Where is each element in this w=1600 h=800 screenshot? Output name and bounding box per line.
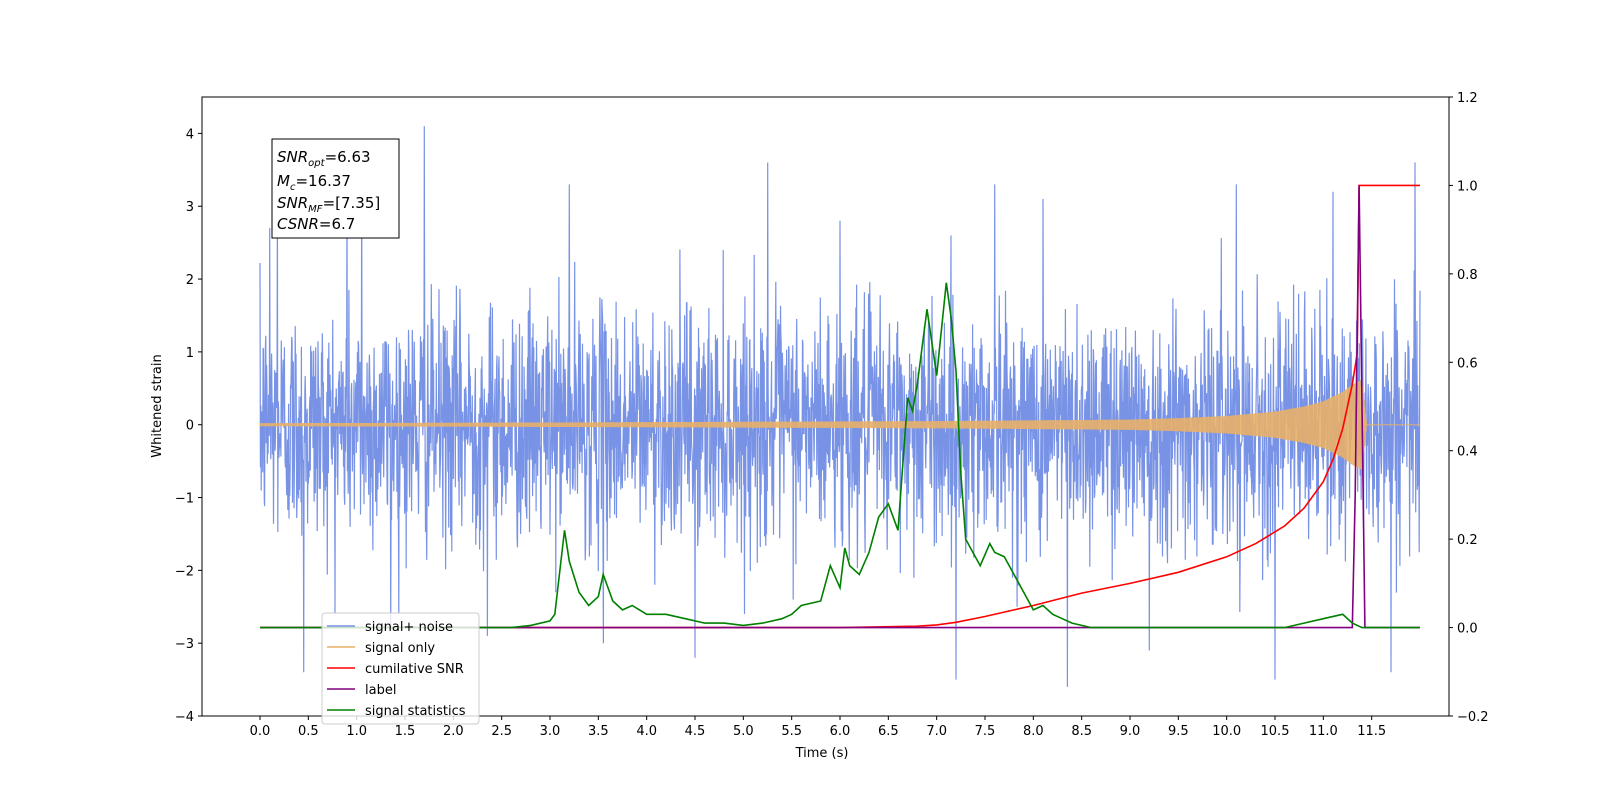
x-tick-label: 6.0	[830, 724, 851, 739]
y-tick-label: −4	[175, 710, 194, 725]
x-tick-label: 4.5	[685, 724, 706, 739]
y-tick-label: 2	[186, 273, 194, 288]
annotation-frame	[271, 138, 400, 239]
series-signal-noise	[259, 126, 1421, 687]
annotation-mc: Mc=16.37	[277, 172, 351, 193]
x-tick-label: 10.0	[1212, 724, 1241, 739]
x-tick-label: 3.0	[540, 724, 561, 739]
y-tick-label: 1	[186, 346, 194, 361]
x-tick-label: 2.5	[491, 724, 512, 739]
x-tick-label: 0.5	[298, 724, 319, 739]
y2-tick-label: 0.6	[1457, 356, 1478, 371]
x-tick-label: 5.5	[781, 724, 802, 739]
x-tick-label: 8.0	[1023, 724, 1044, 739]
x-tick-label: 9.5	[1168, 724, 1189, 739]
annotation-csnr: CSNR=6.7	[277, 215, 355, 233]
y-tick-label: −3	[175, 637, 194, 652]
y-tick-label: −1	[175, 492, 194, 507]
x-tick-label: 2.0	[443, 724, 464, 739]
stats-annotation-box: SNRopt=6.63 Mc=16.37 SNRMF=[7.35] CSNR=6…	[271, 138, 400, 239]
x-tick-label: 11.5	[1357, 724, 1386, 739]
y2-tick-label: 0.2	[1457, 533, 1478, 548]
legend: signal+ noise signal only cumilative SNR…	[321, 612, 480, 725]
y-axis-right: 1.2 1.0 0.8 0.6 0.4 0.2 0.0 −0.2	[1449, 91, 1489, 725]
plot-frame	[201, 96, 1450, 717]
x-tick-label: 0.0	[250, 724, 271, 739]
y2-tick-label: −0.2	[1457, 710, 1489, 725]
y2-tick-label: 0.0	[1457, 622, 1478, 637]
y2-tick-label: 1.2	[1457, 91, 1478, 106]
y2-tick-label: 0.8	[1457, 268, 1478, 283]
y-tick-label: 3	[186, 200, 194, 215]
x-tick-label: 7.0	[926, 724, 947, 739]
x-axis-label: Time (s)	[795, 746, 849, 761]
x-tick-label: 9.0	[1120, 724, 1141, 739]
line-signal-statistics	[260, 282, 1420, 629]
annotation-snr-opt: SNRopt=6.63	[277, 148, 371, 169]
x-tick-label: 11.0	[1309, 724, 1338, 739]
legend-label-signal-noise: signal+ noise	[365, 620, 453, 635]
x-tick-label: 3.5	[588, 724, 609, 739]
legend-label-signal-statistics: signal statistics	[365, 704, 466, 719]
legend-label-cumulative-snr: cumilative SNR	[365, 662, 464, 677]
x-tick-label: 6.5	[878, 724, 899, 739]
x-axis: 0.0 0.5 1.0 1.5 2.0 2.5 3.0 3.5 4.0 4.5 5.0 5.5 6.0 6…	[250, 716, 1386, 739]
x-tick-label: 1.5	[395, 724, 416, 739]
x-tick-label: 8.5	[1071, 724, 1092, 739]
y2-tick-label: 0.4	[1457, 445, 1478, 460]
annotation-snr-mf: SNRMF=[7.35]	[277, 194, 380, 215]
line-signal-noise	[259, 126, 1421, 687]
legend-frame	[321, 612, 480, 725]
x-tick-label: 7.5	[975, 724, 996, 739]
legend-label-label: label	[365, 683, 396, 698]
y-tick-label: 0	[186, 419, 194, 434]
x-tick-label: 5.0	[733, 724, 754, 739]
x-tick-label: 4.0	[636, 724, 657, 739]
y-axis-label: Whitened strain	[150, 354, 165, 457]
x-tick-label: 10.5	[1261, 724, 1290, 739]
y-tick-label: −2	[175, 564, 194, 579]
y2-tick-label: 1.0	[1457, 179, 1478, 194]
line-signal-only	[259, 379, 1420, 470]
series-signal-statistics	[260, 282, 1420, 629]
legend-label-signal-only: signal only	[365, 641, 435, 656]
y-tick-label: 4	[186, 127, 194, 142]
y-axis-left: 4 3 2 1 0 −1 −2 −3 −4	[175, 127, 202, 725]
series-signal-only	[259, 379, 1420, 470]
x-tick-label: 1.0	[346, 724, 367, 739]
